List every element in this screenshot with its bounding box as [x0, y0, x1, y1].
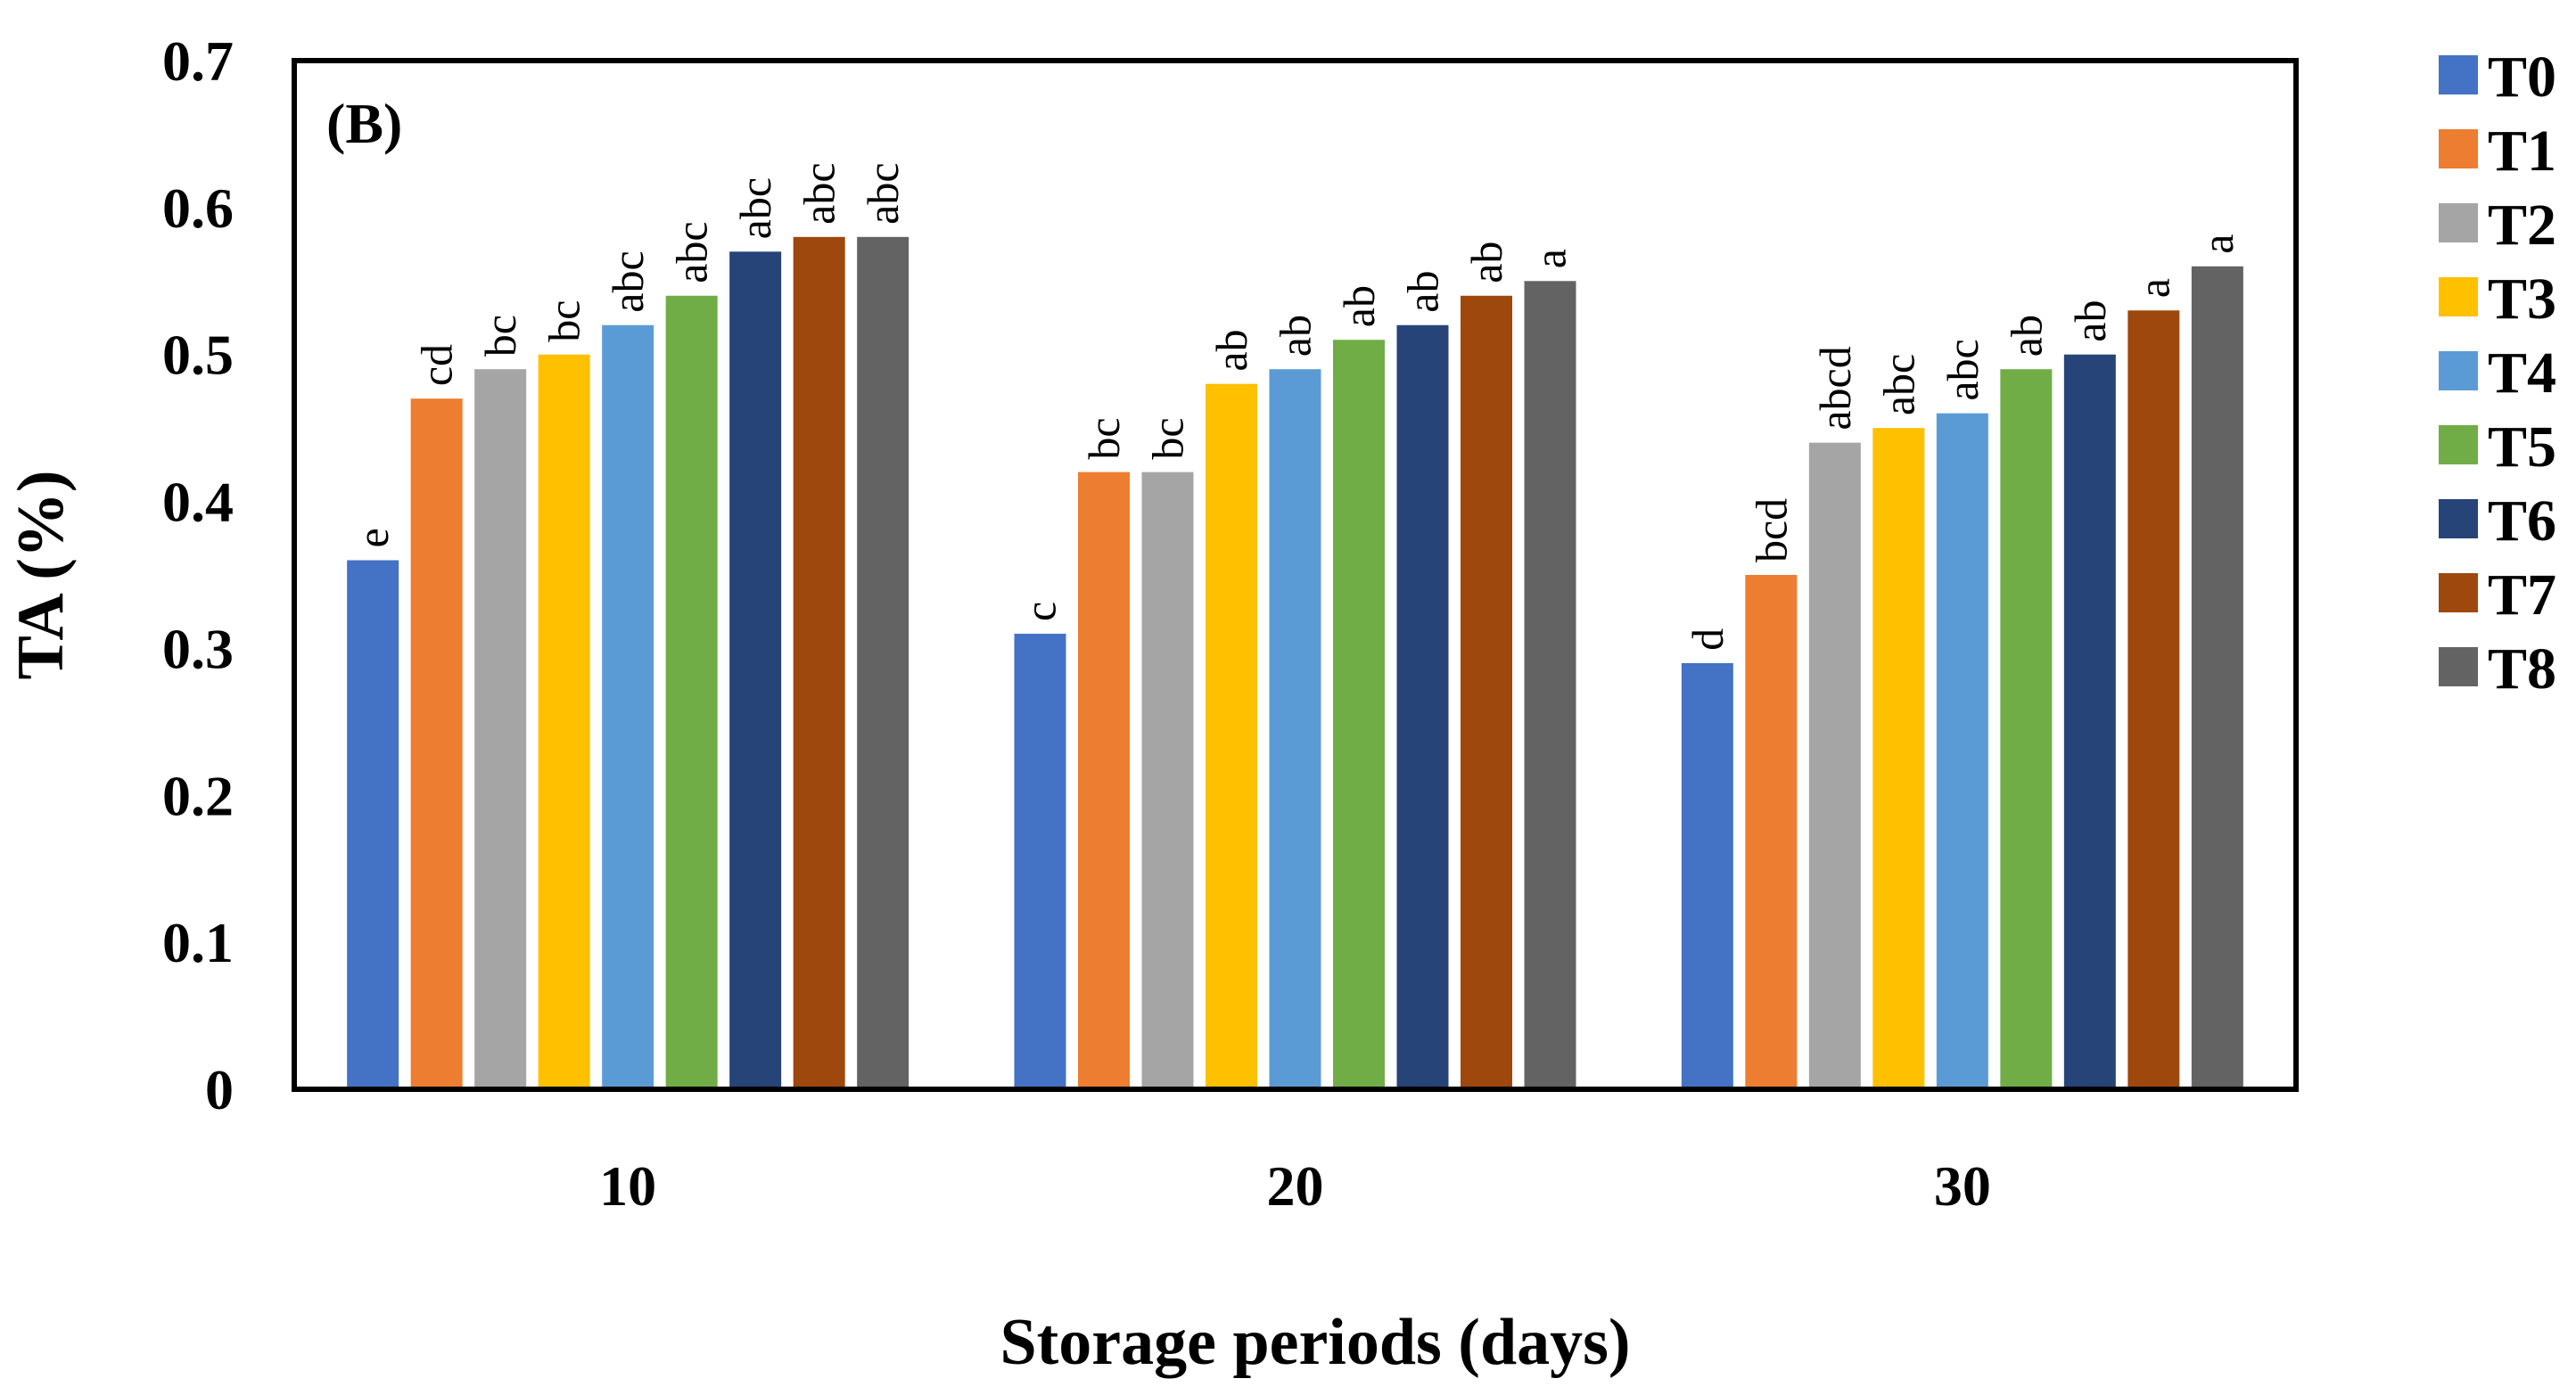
y-tick-label: 0.4	[162, 471, 234, 534]
significance-label: a	[2128, 278, 2178, 298]
significance-label: ab	[2065, 300, 2115, 342]
significance-label: a	[2193, 234, 2243, 254]
y-tick-label: 0	[205, 1058, 234, 1121]
bar-t7-day20	[1461, 295, 1512, 1089]
legend-swatch-t4	[2439, 351, 2478, 390]
bars-group	[347, 236, 2243, 1090]
legend-label-t7: T7	[2488, 562, 2556, 628]
significance-label: d	[1683, 628, 1732, 651]
bar-t4-day30	[1936, 413, 1988, 1090]
y-tick-label: 0.6	[162, 176, 234, 240]
bar-t2-day30	[1808, 442, 1861, 1090]
y-axis-ticks: 0 0.1 0.2 0.3 0.4 0.5 0.6 0.7	[162, 29, 234, 1121]
y-tick-label: 0.3	[162, 617, 234, 680]
significance-label: ab	[1271, 315, 1321, 357]
significance-label: ab	[1334, 285, 1384, 327]
panel-label: (B)	[326, 92, 402, 155]
significance-label: bc	[1143, 417, 1193, 459]
bar-t4-day10	[602, 324, 654, 1089]
bar-t5-day20	[1333, 340, 1385, 1089]
bar-t6-day10	[729, 251, 782, 1089]
bar-t5-day10	[665, 295, 718, 1089]
legend-swatch-t2	[2439, 203, 2478, 242]
significance-label: bc	[1079, 417, 1129, 459]
bar-t1-day30	[1745, 575, 1798, 1089]
bar-t1-day20	[1078, 472, 1130, 1089]
bar-t0-day10	[347, 560, 399, 1089]
significance-label: abc	[603, 250, 653, 312]
bar-t7-day30	[2127, 310, 2180, 1089]
y-tick-label: 0.1	[162, 911, 234, 974]
legend-swatch-t7	[2439, 573, 2478, 612]
bar-t8-day20	[1524, 281, 1576, 1089]
significance-label: a	[1526, 249, 1576, 268]
significance-label: bc	[539, 300, 589, 342]
significance-label: e	[348, 528, 398, 547]
plot-frame	[292, 58, 2299, 1092]
legend-label-t0: T0	[2488, 45, 2556, 110]
bar-t2-day20	[1141, 472, 1194, 1089]
x-axis-title: Storage periods (days)	[1000, 1306, 1630, 1379]
legend-swatch-t8	[2439, 647, 2478, 686]
legend-swatch-t0	[2439, 55, 2478, 94]
significance-label: ab	[2001, 315, 2051, 357]
significance-label: abc	[1938, 339, 1988, 400]
significance-label: ab	[1461, 242, 1511, 283]
x-tick-label: 30	[1934, 1154, 1991, 1218]
x-tick-label: 20	[1267, 1154, 1324, 1218]
significance-label: abcd	[1810, 346, 1860, 430]
significance-label: c	[1016, 602, 1066, 621]
significance-label: abc	[858, 162, 908, 224]
legend-swatch-t3	[2439, 277, 2478, 316]
legend-label-t8: T8	[2488, 636, 2556, 702]
significance-label: ab	[1206, 329, 1256, 371]
significance-label: abc	[667, 221, 717, 283]
bar-t7-day10	[793, 236, 845, 1089]
significance-label: bcd	[1746, 498, 1796, 562]
legend-label-t5: T5	[2488, 414, 2556, 480]
bar-t1-day10	[410, 398, 463, 1090]
legend: T0 T1 T2 T3 T4 T5 T6 T7 T8	[2439, 45, 2556, 702]
significance-label: abc	[1873, 354, 1923, 415]
legend-swatch-t6	[2439, 499, 2478, 538]
bar-t3-day20	[1206, 383, 1257, 1090]
bar-t6-day30	[2063, 354, 2116, 1089]
y-tick-label: 0.5	[162, 324, 234, 387]
legend-label-t3: T3	[2488, 267, 2556, 332]
bar-t3-day10	[538, 354, 590, 1089]
significance-label: cd	[412, 344, 462, 386]
legend-label-t2: T2	[2488, 193, 2556, 258]
bar-t6-day20	[1396, 324, 1449, 1089]
y-tick-label: 0.2	[162, 764, 234, 827]
bar-t2-day10	[474, 369, 527, 1089]
significance-label: abc	[794, 162, 844, 224]
significance-label: abc	[730, 177, 780, 239]
bar-t4-day20	[1269, 369, 1321, 1089]
bar-t8-day30	[2191, 266, 2243, 1089]
bar-t0-day20	[1014, 633, 1066, 1089]
x-tick-label: 10	[599, 1154, 656, 1218]
bar-t5-day30	[2000, 369, 2053, 1089]
legend-label-t1: T1	[2488, 119, 2556, 184]
legend-swatch-t1	[2439, 129, 2478, 168]
legend-label-t6: T6	[2488, 488, 2556, 554]
significance-label: ab	[1398, 271, 1448, 313]
legend-swatch-t5	[2439, 425, 2478, 464]
y-tick-label: 0.7	[162, 29, 234, 93]
significance-label: bc	[475, 315, 525, 357]
bar-t3-day30	[1872, 428, 1925, 1090]
bar-t8-day10	[857, 236, 909, 1089]
x-axis-ticks: 10 20 30	[599, 1154, 1991, 1218]
y-axis-title: TA (%)	[4, 470, 78, 679]
legend-label-t4: T4	[2488, 341, 2556, 406]
bar-t0-day30	[1681, 662, 1733, 1089]
